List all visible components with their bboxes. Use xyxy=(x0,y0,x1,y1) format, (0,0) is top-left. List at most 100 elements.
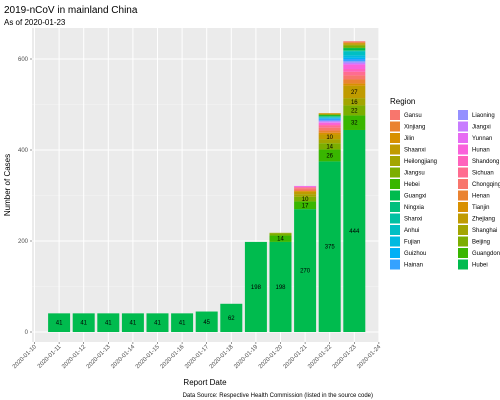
bar-value-label: 10 xyxy=(326,135,333,141)
bar-segment xyxy=(343,62,366,65)
x-tick-label: 2020-01-19 xyxy=(233,344,259,370)
x-tick-label: 2020-01-15 xyxy=(135,344,161,370)
bars xyxy=(48,41,366,332)
x-tick-label: 2020-01-14 xyxy=(110,344,136,370)
bar-segment xyxy=(343,43,366,45)
bar-segment xyxy=(343,64,366,70)
bar-segment xyxy=(72,313,95,332)
legend-swatch xyxy=(458,179,468,189)
bar-segment xyxy=(343,41,366,43)
bar-segment xyxy=(269,233,292,236)
legend-label: Shaanxi xyxy=(404,148,426,154)
legend-label: Tianjin xyxy=(472,205,489,211)
bar-value-label: 41 xyxy=(80,321,87,327)
bar-value-label: 41 xyxy=(130,321,137,327)
legend-label: Jiangsu xyxy=(404,171,425,177)
y-tick-label: 600 xyxy=(18,57,29,63)
bar-segment xyxy=(343,50,366,51)
bar-segment xyxy=(318,130,341,133)
legend-swatch xyxy=(458,121,468,132)
legend-swatch xyxy=(458,213,468,224)
bar-segment xyxy=(343,44,366,46)
legend-swatch xyxy=(458,248,468,258)
legend: Gansu Xinjiang Jilin Shaanxi Heilongjiang Jia… xyxy=(390,110,500,270)
bar-segment xyxy=(343,61,366,63)
bar-segment xyxy=(294,185,317,187)
bar-value-label: 41 xyxy=(154,321,161,327)
legend-swatch xyxy=(390,121,400,132)
x-tick-label: 2020-01-10 xyxy=(12,344,38,370)
bar-segment xyxy=(343,105,366,116)
bar-value-label: 17 xyxy=(302,203,309,209)
bar-segment xyxy=(244,241,267,332)
bar-segment xyxy=(97,313,120,332)
bar-segment xyxy=(318,118,341,119)
legend-title: Region xyxy=(390,97,415,106)
bar-segment xyxy=(294,186,317,188)
x-tick-label: 2020-01-20 xyxy=(258,344,284,370)
x-tick-label: 2020-01-22 xyxy=(307,344,333,370)
legend-swatch xyxy=(458,236,468,247)
bar-segment xyxy=(318,116,341,118)
x-tick-label: 2020-01-23 xyxy=(332,344,358,370)
bar-segment xyxy=(318,116,341,117)
legend-swatch xyxy=(390,248,400,258)
y-axis: 0 200 400 600 xyxy=(18,57,32,336)
legend-swatch xyxy=(390,202,400,212)
legend-swatch xyxy=(390,236,400,247)
bar-segment xyxy=(343,85,366,99)
bar-segment xyxy=(195,311,218,332)
bar-segment xyxy=(318,122,341,123)
legend-label: Hunan xyxy=(472,148,490,154)
bar-value-label: 41 xyxy=(179,321,186,327)
bar-segment xyxy=(318,120,341,122)
bar-segment xyxy=(343,69,366,72)
legend-swatch xyxy=(458,190,468,201)
legend-swatch xyxy=(390,190,400,201)
bar-value-label: 27 xyxy=(351,90,358,96)
bar-segment xyxy=(343,43,366,44)
bar-value-label: 26 xyxy=(326,153,333,159)
bar-segment xyxy=(318,143,341,150)
bar-value-label: 14 xyxy=(326,144,333,150)
legend-swatch xyxy=(390,156,400,166)
x-tick-label: 2020-01-18 xyxy=(209,344,235,370)
bar-segment xyxy=(318,121,341,123)
legend-label: Guangxi xyxy=(404,194,426,200)
bar-segment xyxy=(343,79,366,84)
bar-segment xyxy=(269,235,292,242)
legend-label: Xinjiang xyxy=(404,125,425,131)
bar-segment xyxy=(294,209,317,332)
x-tick-label: 2020-01-11 xyxy=(37,344,63,370)
legend-label: Shanxi xyxy=(404,217,422,223)
bar-segment xyxy=(343,71,366,76)
bar-segment xyxy=(343,48,366,51)
bar-segment xyxy=(48,313,71,332)
legend-label: Beijing xyxy=(472,240,490,246)
legend-swatch xyxy=(458,167,468,178)
bar-segment xyxy=(318,113,341,115)
legend-label: Hainan xyxy=(404,263,423,269)
bar-segment xyxy=(318,118,341,121)
legend-label: Guangdong xyxy=(472,251,500,257)
legend-swatch xyxy=(390,213,400,224)
legend-label: Gansu xyxy=(404,113,422,119)
legend-swatch xyxy=(390,259,400,270)
bar-segment xyxy=(343,42,366,44)
bar-segment xyxy=(318,132,341,135)
bar-segment xyxy=(318,124,341,126)
legend-swatch xyxy=(458,225,468,235)
legend-swatch xyxy=(390,225,400,235)
y-axis-title: Number of Cases xyxy=(3,154,12,216)
bar-segment xyxy=(121,313,144,332)
bar-value-label: 375 xyxy=(325,245,336,251)
bar-segment xyxy=(294,196,317,202)
legend-swatch xyxy=(390,133,400,143)
bar-segment xyxy=(343,51,366,56)
bar-segment xyxy=(318,122,341,125)
bar-segment xyxy=(318,117,341,118)
bar-segment xyxy=(343,57,366,59)
bar-value-label: 16 xyxy=(351,100,358,106)
bar-segment xyxy=(318,127,341,131)
legend-swatch xyxy=(390,167,400,178)
